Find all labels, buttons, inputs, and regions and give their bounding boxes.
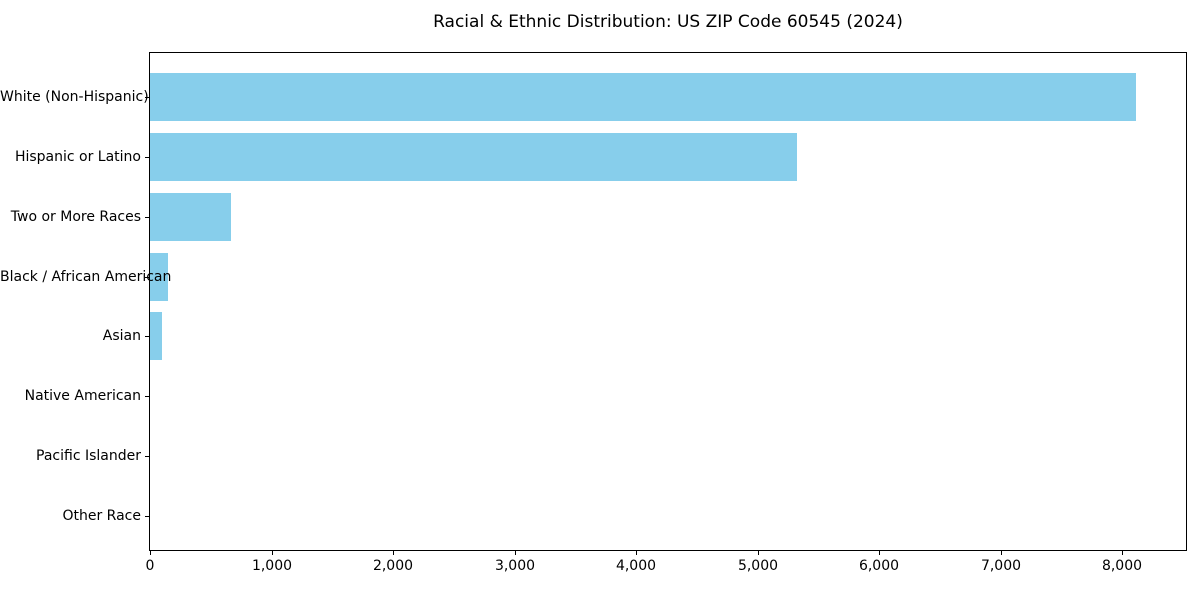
y-tick-label: Hispanic or Latino [14,149,141,165]
y-tick-label: Black / African American [0,269,172,285]
y-tick-mark [145,97,149,98]
y-tick-mark [145,456,149,457]
y-tick-label: White (Non-Hispanic) [0,89,149,105]
x-tick-label: 8,000 [1101,558,1143,574]
bar-5 [150,312,163,361]
bar-1 [150,72,1136,121]
x-tick-mark [879,551,880,555]
y-tick-label: Pacific Islander [36,448,141,464]
bar-row [150,247,1186,307]
x-tick-mark [1001,551,1002,555]
chart-title: Racial & Ethnic Distribution: US ZIP Cod… [433,12,903,32]
x-tick-mark [636,551,637,555]
bar-row [150,67,1186,127]
y-tick-mark [145,157,149,158]
x-tick-mark [515,551,516,555]
y-tick-mark [145,396,149,397]
x-tick-mark [150,551,151,555]
x-tick-label: 4,000 [615,558,657,574]
x-tick-label: 5,000 [737,558,779,574]
x-tick-mark [758,551,759,555]
bar-row [150,366,1186,426]
x-tick-mark [272,551,273,555]
x-tick-mark [1122,551,1123,555]
x-tick-label: 2,000 [372,558,414,574]
x-tick-mark [393,551,394,555]
x-tick-label: 3,000 [494,558,536,574]
bar-row [150,307,1186,367]
y-tick-label: Native American [24,388,141,404]
bar-row [150,187,1186,247]
y-tick-mark [145,277,149,278]
y-tick-mark [145,336,149,337]
y-tick-mark [145,217,149,218]
bar-4 [150,252,169,301]
y-tick-mark [145,516,149,517]
x-tick-label: 7,000 [980,558,1022,574]
y-tick-label: Asian [102,328,141,344]
x-tick-label: 0 [145,558,155,574]
y-tick-label: Other Race [62,508,141,524]
bar-row [150,426,1186,486]
bar-row [150,486,1186,546]
bar-3 [150,192,232,241]
y-tick-label: Two or More Races [10,209,141,225]
bar-row [150,127,1186,187]
x-tick-label: 6,000 [858,558,900,574]
x-tick-label: 1,000 [251,558,293,574]
bar-2 [150,132,797,181]
plot-area [149,52,1187,551]
